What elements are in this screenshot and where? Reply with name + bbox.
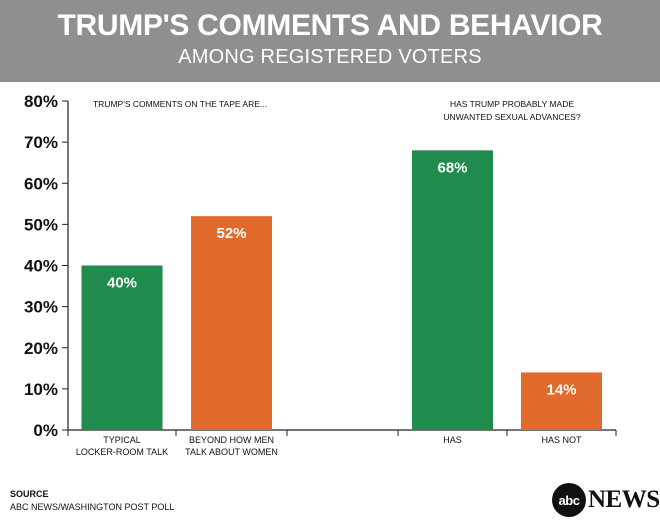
- group-heading: HAS TRUMP PROBABLY MADE: [450, 99, 574, 109]
- group-heading: TRUMP'S COMMENTS ON THE TAPE ARE...: [93, 99, 267, 109]
- y-tick-label: 0%: [33, 421, 58, 440]
- abc-logo-circle: abc: [552, 483, 586, 517]
- page-subtitle: AMONG REGISTERED VOTERS: [178, 46, 482, 68]
- group-heading: UNWANTED SEXUAL ADVANCES?: [443, 112, 580, 122]
- bar-value-label: 68%: [437, 159, 467, 176]
- category-label: HAS: [443, 435, 462, 445]
- category-label: TYPICAL: [103, 435, 141, 445]
- bar-value-label: 14%: [546, 381, 576, 398]
- bar-chart: 0% 10% 20% 30% 40% 50% 60% 70% 80% TRUMP'S COMMEN…: [24, 92, 617, 457]
- y-tick-label: 50%: [24, 215, 58, 234]
- y-tick-label: 40%: [24, 257, 58, 276]
- y-tick-label: 30%: [24, 298, 58, 317]
- category-label: TALK ABOUT WOMEN: [185, 447, 278, 457]
- y-tick-label: 60%: [24, 174, 58, 193]
- bar: [81, 265, 163, 430]
- abc-news-logo: abc NEWS: [552, 483, 660, 517]
- y-tick-label: 70%: [24, 133, 58, 152]
- news-logo-text: NEWS: [588, 486, 660, 513]
- bar-value-label: 40%: [107, 275, 137, 292]
- y-tick-label: 10%: [24, 380, 58, 399]
- page-title: TRUMP'S COMMENTS AND BEHAVIOR: [57, 9, 603, 42]
- source-text: ABC NEWS/WASHINGTON POST POLL: [10, 502, 175, 512]
- category-label: BEYOND HOW MEN: [189, 435, 274, 445]
- y-tick-label: 80%: [24, 92, 58, 111]
- source-label: SOURCE: [10, 489, 49, 499]
- bar: [191, 216, 272, 430]
- bar: [521, 372, 602, 430]
- bar: [412, 150, 493, 430]
- category-label: HAS NOT: [541, 435, 582, 445]
- bar-value-label: 52%: [216, 225, 246, 242]
- y-tick-label: 20%: [24, 339, 58, 358]
- category-label: LOCKER-ROOM TALK: [76, 447, 168, 457]
- header-banner: TRUMP'S COMMENTS AND BEHAVIOR AMONG REGI…: [0, 0, 660, 82]
